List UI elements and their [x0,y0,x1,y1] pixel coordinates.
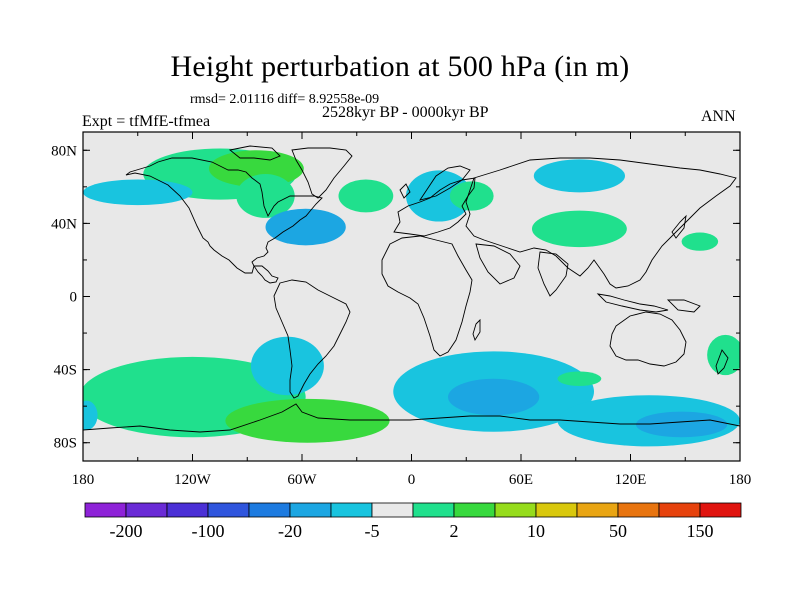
coast-arabia [475,243,521,285]
colorbar-box [84,502,127,518]
anomaly-pacific-nw-positive [681,232,719,251]
colorbar-box [125,502,168,518]
coast-central-america [253,265,279,284]
anomaly-east-north-america-positive [236,174,295,218]
anomaly-north-pacific-negative [83,179,193,206]
anomaly-north-atlantic-east-positive [338,179,394,213]
anomaly-dateline-south-negative [83,400,98,430]
anomaly-west-australia-positive [707,334,740,376]
colorbar-box [412,502,455,518]
lat-tick-label: 80S [54,436,77,452]
colorbar: -200 -100 -20 -5 2 10 50 150 [84,502,742,541]
coast-asia [465,157,737,289]
coast-indonesia [596,293,669,313]
coast-greenland [291,147,353,199]
coast-british-isles [399,183,411,199]
map-axes: 80N 40N 0 40S 80S 180 120W 60W 0 60E 120E 180 [51,132,751,488]
colorbar-label: -200 [110,521,143,541]
colorbar-box [289,502,332,518]
colorbar-label: -5 [365,521,380,541]
period-label: 2528kyr BP - 0000kyr BP [322,104,489,121]
anomaly-north-atlantic-west-negative [265,208,346,246]
colorbar-box [207,502,250,518]
lon-tick-label: 60W [287,472,317,488]
experiment-label: Expt = tfMfE-tfmea [82,113,211,130]
lat-tick-label: 80N [51,143,77,159]
anomaly-europe-negative [406,170,472,222]
colorbar-box [453,502,496,518]
colorbar-box [576,502,619,518]
colorbar-box [699,502,742,518]
lat-tick-label: 40S [54,363,77,379]
coast-europe [393,177,476,237]
lon-tick-label: 120E [615,472,647,488]
anomaly-antarctic-pacific-positive [225,398,390,443]
coast-south-america [273,279,351,399]
coast-japan [671,214,687,239]
anomaly-south-indian-positive [557,371,602,387]
lon-tick-label: 180 [729,472,752,488]
colorbar-box [535,502,578,518]
coast-india [537,251,569,297]
colorbar-box [617,502,660,518]
lat-tick-label: 40N [51,216,77,232]
lat-tick-label: 0 [70,290,78,306]
coast-madagascar [472,318,481,342]
season-label: ANN [701,108,736,125]
colorbar-box [330,502,373,518]
colorbar-box [658,502,701,518]
coast-north-america [125,157,323,274]
coast-new-zealand [715,349,729,375]
anomaly-south-america-negative [250,336,324,396]
anomaly-central-asia-positive [449,181,494,211]
coast-australia [609,311,687,367]
coast-antarctica [83,403,740,433]
lon-tick-label: 180 [72,472,95,488]
colorbar-label: -100 [192,521,225,541]
coast-africa [381,235,473,357]
anomaly-shading [83,148,740,447]
anomaly-siberia-negative [533,159,626,193]
lon-tick-label: 120W [174,472,212,488]
map-title: Height perturbation at 500 hPa (in m) [170,50,630,83]
colorbar-label: 150 [687,521,714,541]
colorbar-box [248,502,291,518]
colorbar-label: 2 [450,521,459,541]
anomaly-south-indian-strong-negative [448,378,540,416]
anomaly-australia-antarctic-strong-negative [635,411,728,438]
coastlines [83,145,740,433]
lon-tick-label: 60E [509,472,533,488]
coast-scandinavia [418,165,471,201]
colorbar-label: 50 [609,521,627,541]
lon-tick-label: 0 [408,472,416,488]
coast-new-guinea [666,299,701,313]
colorbar-box [371,502,414,518]
coast-arctic-islands [228,145,281,161]
statistics-label: rmsd= 2.01116 diff= 8.92558e-09 [190,92,380,107]
anomaly-asia-positive [531,210,627,248]
colorbar-label: -20 [278,521,302,541]
colorbar-box [166,502,209,518]
colorbar-box [494,502,537,518]
colorbar-label: 10 [527,521,545,541]
